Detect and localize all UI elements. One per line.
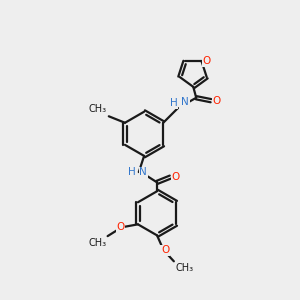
Text: O: O [212, 96, 220, 106]
Text: H: H [170, 98, 178, 108]
Text: O: O [172, 172, 180, 182]
Text: O: O [161, 245, 169, 255]
Text: H: H [128, 167, 135, 177]
Text: O: O [116, 222, 124, 232]
Text: CH₃: CH₃ [88, 238, 106, 248]
Text: O: O [203, 56, 211, 66]
Text: CH₃: CH₃ [176, 263, 194, 273]
Text: CH₃: CH₃ [88, 104, 107, 114]
Text: N: N [182, 97, 189, 106]
Text: N: N [140, 167, 147, 177]
